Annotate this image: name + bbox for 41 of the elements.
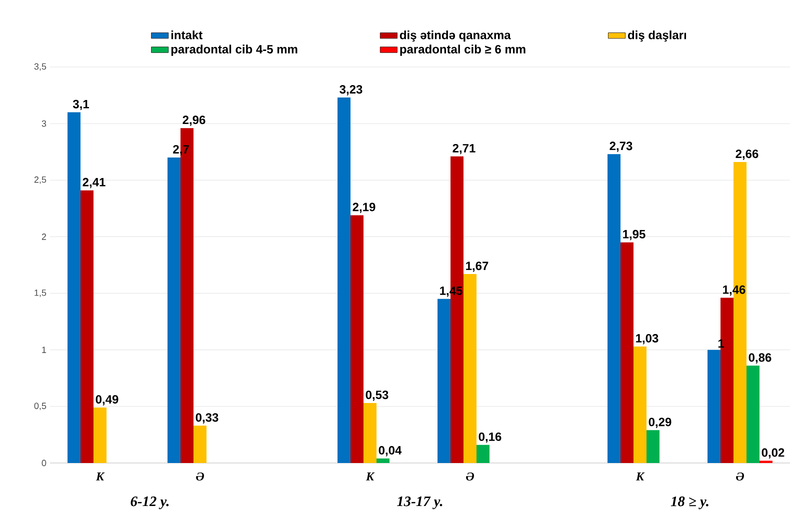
data-label: 1,67 bbox=[466, 262, 488, 272]
data-label: 3,1 bbox=[72, 100, 90, 110]
text: 6-12 y. bbox=[130, 496, 169, 510]
data-label: 0,04 bbox=[378, 446, 402, 456]
legend-label: intakt bbox=[171, 30, 202, 40]
y-tick-label: 1,5 bbox=[34, 290, 46, 297]
x-tick-label: K bbox=[96, 472, 105, 480]
data-label: 0,53 bbox=[366, 390, 388, 401]
legend-label: diş daşları bbox=[628, 30, 686, 42]
x-tick-label: K bbox=[636, 472, 645, 480]
data-label: 2,71 bbox=[452, 144, 476, 154]
y-tick-label: 0 bbox=[42, 460, 46, 466]
y-tick-label: 3,5 bbox=[34, 63, 46, 71]
data-label: 2,19 bbox=[352, 202, 376, 213]
data-label: 2,96 bbox=[182, 116, 206, 126]
text: 18 ≥ y. bbox=[670, 496, 708, 510]
data-label: 2,66 bbox=[736, 150, 758, 160]
data-label: 2,41 bbox=[82, 178, 106, 188]
x-tick-label: K bbox=[366, 472, 375, 480]
legend-label: diş ətində qanaxma bbox=[400, 30, 511, 42]
data-label: 0,16 bbox=[478, 432, 502, 443]
legend-label: paradontal cib ≥ 6 mm bbox=[400, 44, 526, 56]
y-tick-label: 1 bbox=[42, 346, 46, 353]
data-label: 0,02 bbox=[762, 448, 784, 459]
data-label: 0,33 bbox=[196, 413, 218, 424]
x-tick-label: Ə bbox=[736, 472, 744, 481]
x-tick-label: Ə bbox=[196, 472, 204, 481]
y-tick-label: 2 bbox=[42, 234, 46, 240]
y-tick-label: 3 bbox=[42, 120, 46, 127]
y-tick-label: 2,5 bbox=[34, 176, 46, 184]
x-tick-label: Ə bbox=[466, 472, 474, 481]
data-label: 0,29 bbox=[648, 418, 672, 428]
data-label: 3,23 bbox=[340, 85, 362, 96]
text: 13-17 y. bbox=[397, 496, 442, 510]
data-label: 2,73 bbox=[610, 142, 632, 152]
data-label: 1,03 bbox=[636, 334, 658, 344]
data-label: 0,49 bbox=[96, 395, 118, 406]
legend-label: paradontal cib 4-5 mm bbox=[171, 44, 298, 56]
data-label: 0,86 bbox=[748, 353, 772, 364]
y-tick-label: 0,5 bbox=[34, 402, 46, 410]
data-label: 1,95 bbox=[623, 230, 646, 240]
